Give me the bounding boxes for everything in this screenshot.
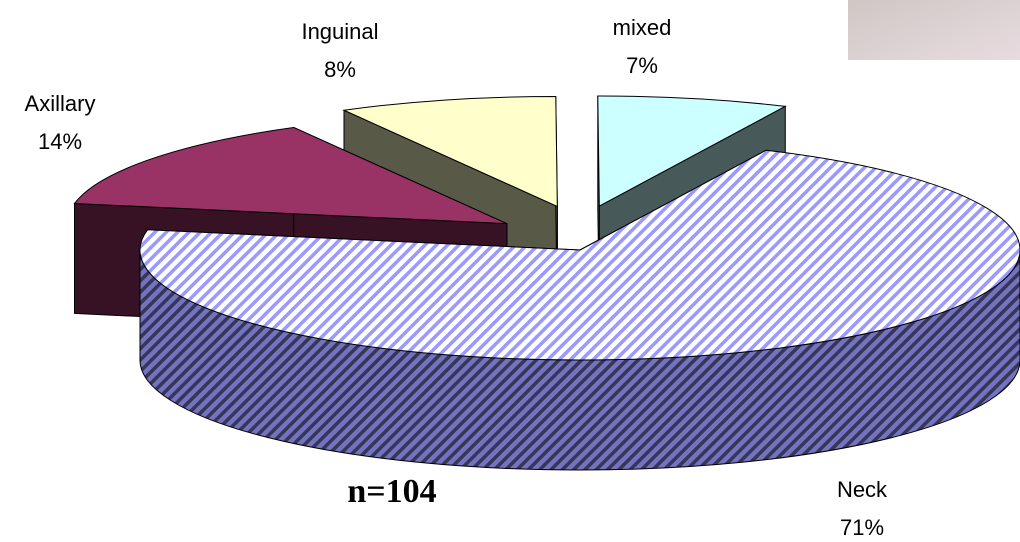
slice xyxy=(139,149,1020,471)
slice-label: Neck xyxy=(837,477,888,502)
slice-top xyxy=(342,95,558,208)
slice-label: mixed xyxy=(613,15,672,40)
slice-top xyxy=(597,95,787,207)
photo-fragment xyxy=(848,0,1020,60)
slice-value-label: 8% xyxy=(324,57,356,82)
slice-label: Axillary xyxy=(25,91,96,116)
slice-value-label: 7% xyxy=(626,53,658,78)
slice-top xyxy=(73,126,508,225)
slice-label: Inguinal xyxy=(301,19,378,44)
annotation: n=104 xyxy=(347,473,436,510)
slice-value-label: 14% xyxy=(38,129,82,154)
slice-value-label: 71% xyxy=(840,515,884,540)
slice-top xyxy=(139,149,1020,361)
